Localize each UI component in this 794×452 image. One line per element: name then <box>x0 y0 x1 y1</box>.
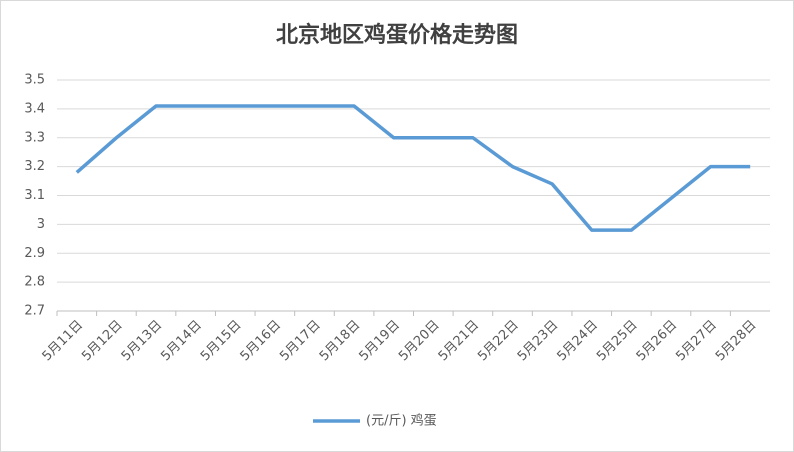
data-line <box>75 104 751 232</box>
legend-label: (元/斤) 鸡蛋 <box>366 413 437 429</box>
y-tick-label: 3.5 <box>24 73 45 88</box>
y-tick-label: 3.4 <box>24 101 45 116</box>
y-tick-label: 2.8 <box>24 275 45 290</box>
y-tick-label: 2.9 <box>24 246 45 261</box>
chart-title: 北京地区鸡蛋价格走势图 <box>276 22 518 48</box>
y-tick-label: 3.2 <box>24 159 45 174</box>
y-tick-label: 3 <box>37 217 45 232</box>
y-tick-label: 2.7 <box>24 304 45 319</box>
y-tick-label: 3.1 <box>24 188 45 203</box>
y-tick-label: 3.3 <box>24 130 45 145</box>
